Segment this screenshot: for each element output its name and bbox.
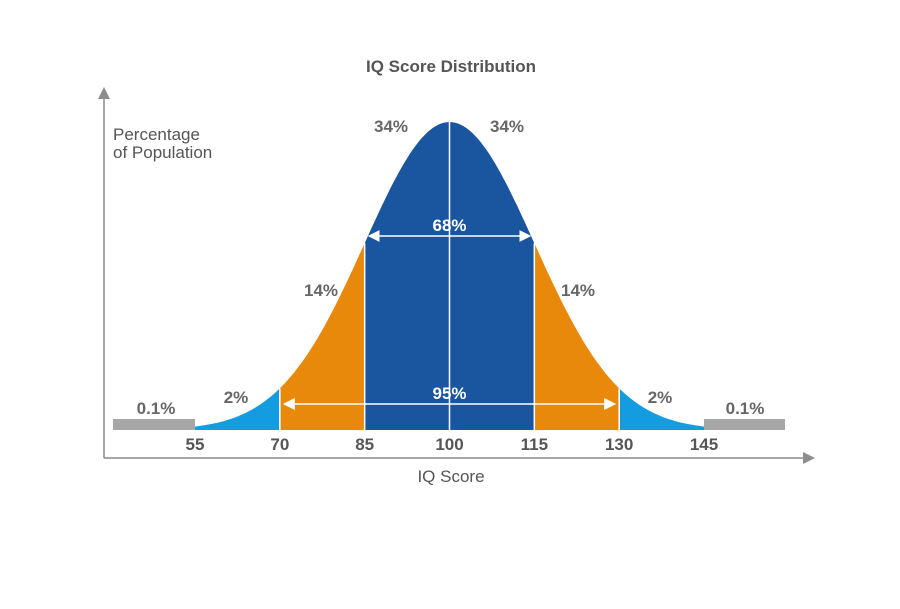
- x-tick-label: 55: [186, 435, 205, 454]
- region-area: [279, 243, 365, 430]
- x-tick-label: 115: [521, 435, 548, 454]
- region-area: [364, 122, 450, 430]
- percent-label: 2%: [648, 388, 673, 407]
- percent-label: 0.1%: [726, 399, 765, 418]
- span-label: 68%: [432, 216, 466, 235]
- percent-label: 34%: [374, 117, 408, 136]
- x-tick-labels: 55 70 85 100 115 130 145: [186, 435, 719, 454]
- region-area: [113, 419, 195, 430]
- y-axis-label-line2: of Population: [113, 143, 212, 162]
- x-tick-label: 70: [270, 435, 289, 454]
- span-label: 95%: [432, 384, 466, 403]
- span-arrows: 68% 95%: [282, 216, 617, 410]
- region-area: [534, 243, 620, 430]
- distribution-regions: [113, 122, 785, 430]
- percent-labels: 14% 34% 34% 14% 2% 2% 0.1% 0.1%: [137, 117, 765, 418]
- region-area: [619, 388, 704, 430]
- x-axis-label: IQ Score: [417, 467, 484, 486]
- x-tick-label: 130: [605, 435, 633, 454]
- percent-label: 34%: [490, 117, 524, 136]
- region-area: [704, 419, 785, 430]
- percent-label: 14%: [561, 281, 595, 300]
- chart-title: IQ Score Distribution: [366, 57, 536, 76]
- y-axis-label-line1: Percentage: [113, 125, 200, 144]
- percent-label: 14%: [304, 281, 338, 300]
- region-area: [449, 122, 535, 430]
- x-tick-label: 85: [355, 435, 374, 454]
- percent-label: 0.1%: [137, 399, 176, 418]
- y-axis-label: Percentage of Population: [113, 125, 212, 162]
- x-tick-label: 145: [690, 435, 718, 454]
- percent-label: 2%: [224, 388, 249, 407]
- region-area: [195, 388, 280, 430]
- x-tick-label: 100: [435, 435, 463, 454]
